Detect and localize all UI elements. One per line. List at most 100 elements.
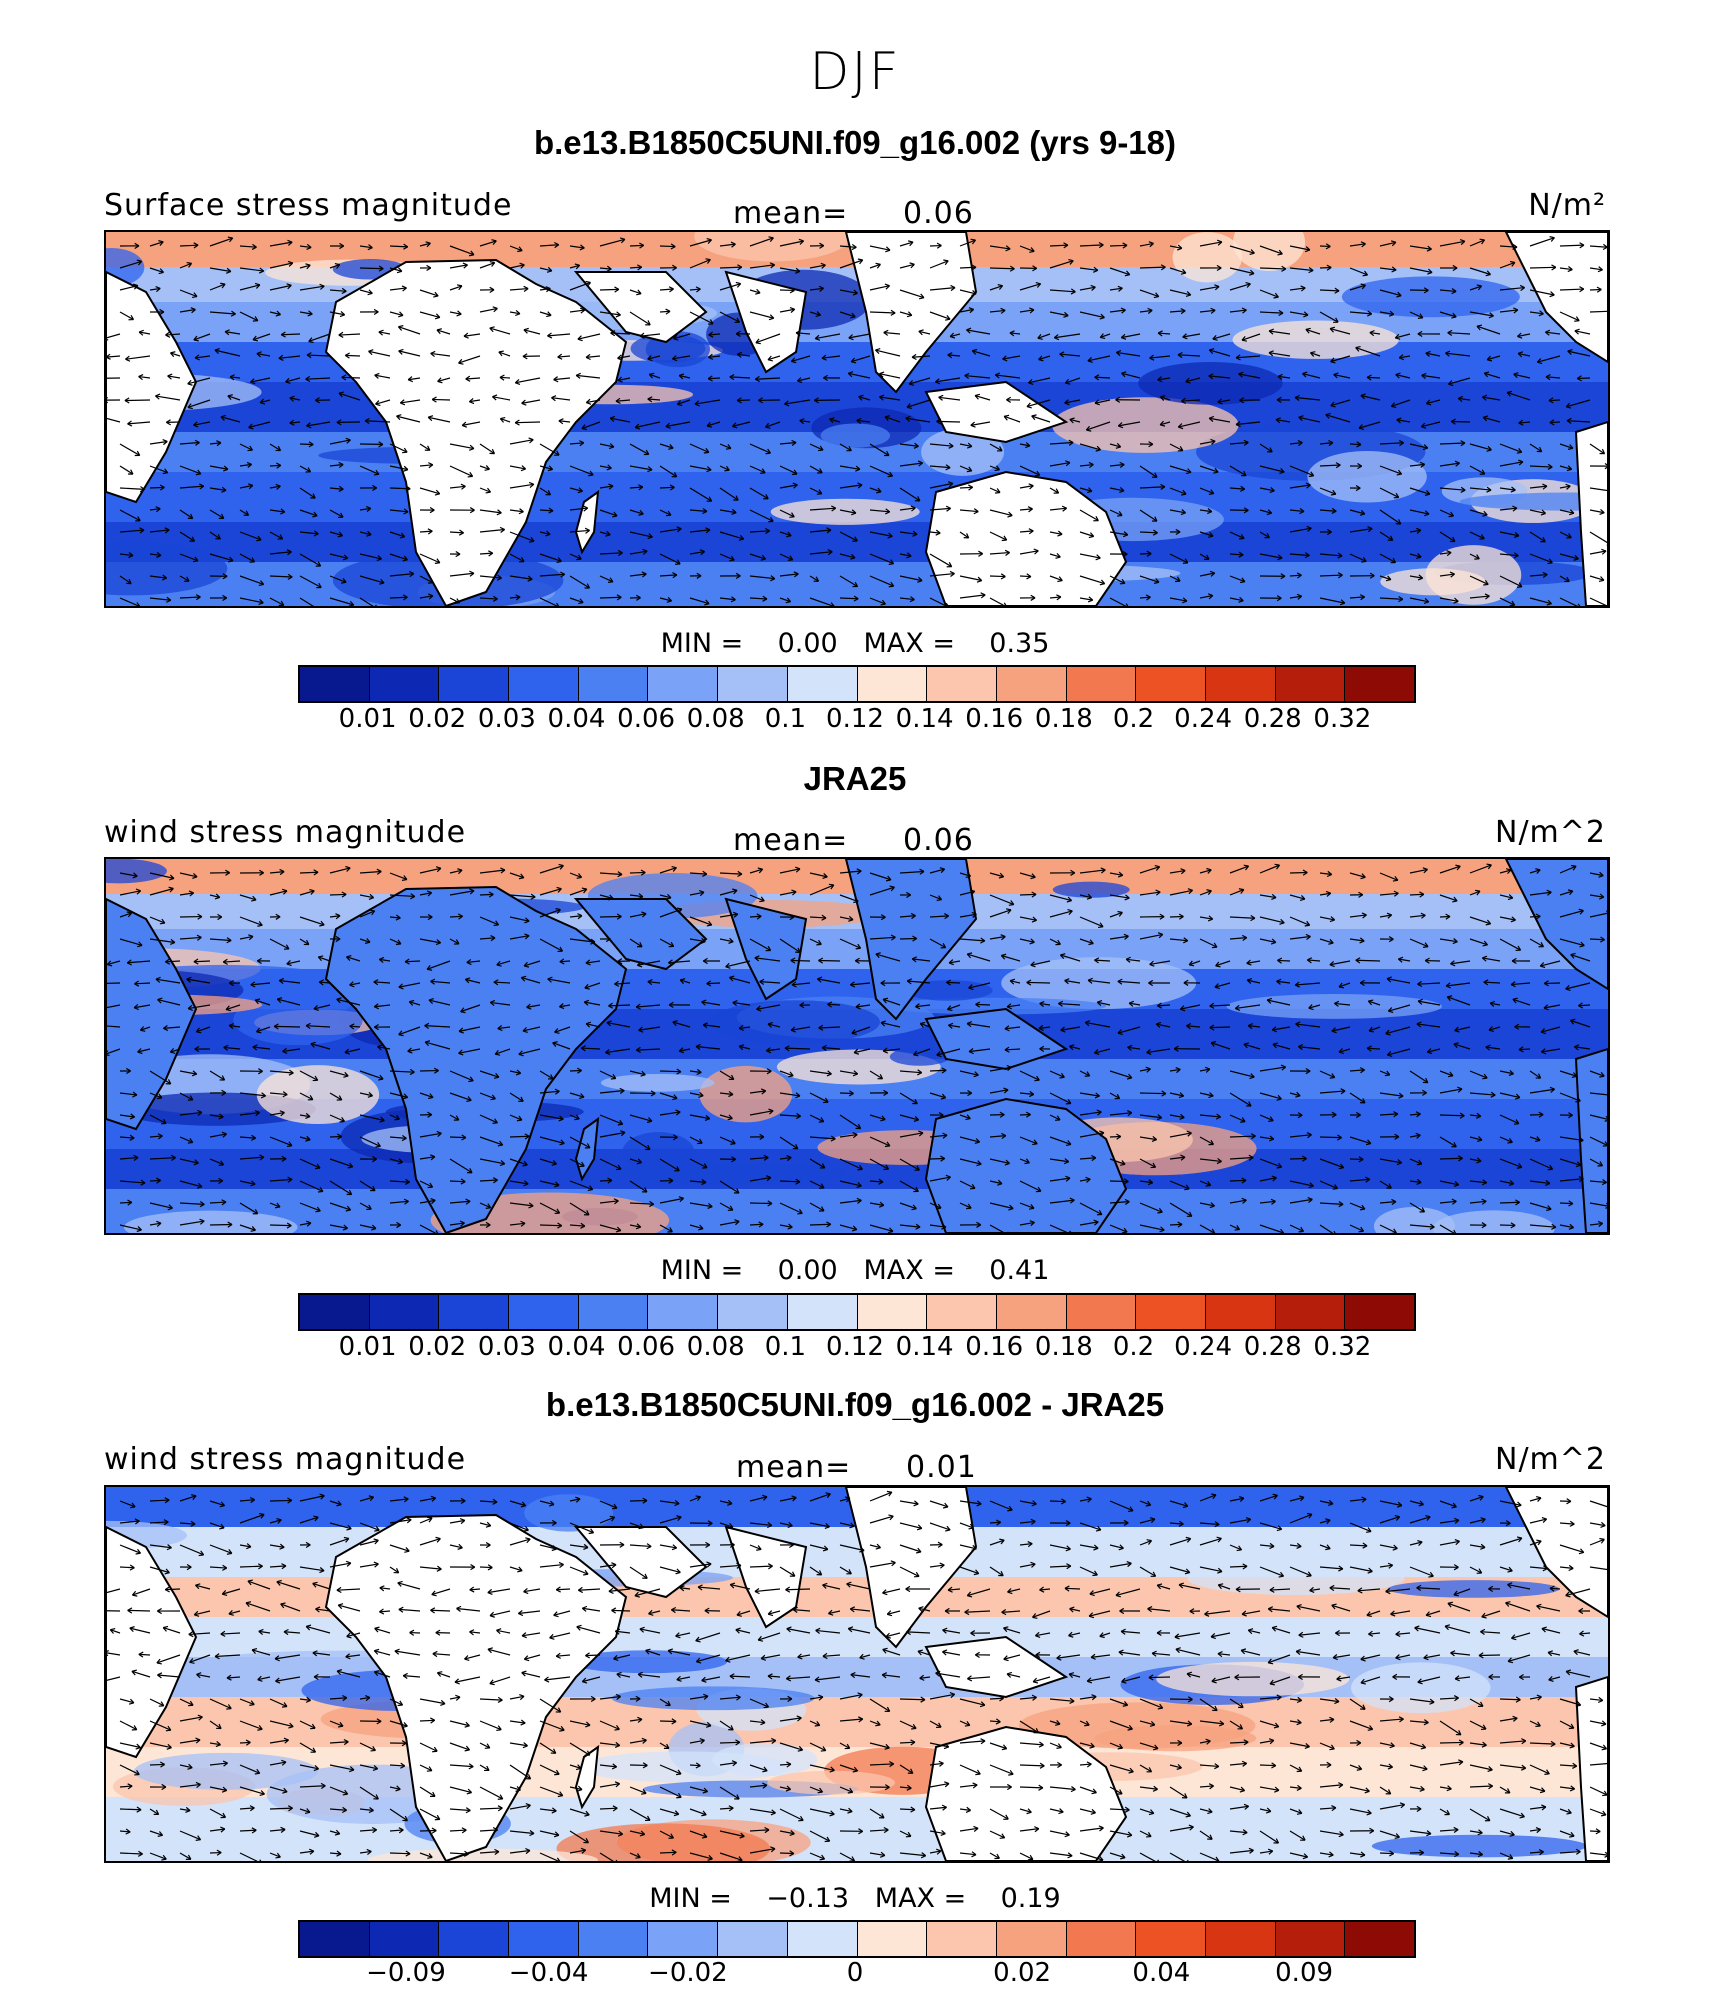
stress-vector-head: [1360, 1678, 1366, 1685]
stress-vector-head: [1331, 1027, 1337, 1034]
stress-vector-head: [226, 1704, 232, 1710]
stress-vector: [1566, 420, 1591, 423]
stress-vector-head: [1390, 240, 1397, 247]
stress-vector-head: [1416, 1584, 1422, 1592]
stress-vector-head: [525, 1537, 531, 1544]
stress-vector: [138, 1653, 151, 1656]
stress-vector-head: [245, 1601, 252, 1608]
stress-vector: [1482, 957, 1501, 962]
stress-vector-head: [1355, 484, 1361, 492]
stress-vector-head: [636, 264, 643, 271]
stress-vector: [639, 1628, 661, 1634]
stress-vector: [659, 1698, 671, 1707]
stress-vector-head: [453, 1115, 460, 1121]
stress-vector: [582, 1607, 601, 1612]
stress-vector-head: [975, 1001, 981, 1008]
stress-vector-head: [1568, 509, 1575, 516]
stress-vector-head: [1115, 349, 1122, 357]
stress-vector-head: [789, 1571, 796, 1577]
min-value: 0.00: [777, 628, 838, 659]
stress-vector-head: [670, 243, 676, 250]
stress-vector-head: [520, 1501, 527, 1508]
stress-vector-head: [193, 958, 199, 965]
coastline: [1504, 859, 1608, 991]
stress-vector-head: [1063, 311, 1069, 318]
stress-vector: [509, 287, 529, 291]
stress-vector-head: [403, 508, 409, 515]
stress-vector-head: [1007, 1505, 1013, 1512]
stress-vector: [1229, 597, 1244, 602]
stress-vector: [1079, 1092, 1100, 1097]
stress-vector: [458, 1048, 481, 1054]
colorbar-box: [787, 1295, 858, 1329]
stress-vector-head: [372, 484, 378, 492]
stress-vector-head: [1028, 483, 1034, 490]
stress-vector: [680, 979, 691, 984]
stress-vector: [1109, 1720, 1133, 1730]
stress-vector: [319, 981, 331, 984]
stress-vector-head: [1054, 1115, 1061, 1121]
stress-vector: [1109, 911, 1123, 918]
stress-vector-head: [737, 870, 743, 878]
stress-vector-head: [1151, 516, 1158, 522]
stress-vector-head: [169, 1048, 176, 1054]
stress-vector-head: [969, 889, 976, 896]
stress-vector: [1559, 1178, 1584, 1182]
stress-vector-head: [966, 466, 973, 473]
stress-vector-head: [1417, 998, 1423, 1005]
stress-vector: [1439, 1500, 1457, 1508]
stress-vector-head: [1064, 399, 1070, 406]
stress-vector-head: [427, 1182, 434, 1189]
stress-vector: [749, 530, 770, 533]
stress-vector-head: [1384, 1070, 1391, 1077]
stress-vector: [1409, 1134, 1421, 1138]
stress-vector-head: [127, 1199, 133, 1206]
stress-vector: [1409, 267, 1433, 274]
stress-vector-head: [526, 1003, 532, 1010]
stress-vector-head: [424, 1040, 431, 1047]
stress-vector-head: [1356, 1739, 1362, 1747]
stress-vector: [809, 1092, 829, 1103]
stress-vector-head: [259, 1154, 265, 1161]
stress-vector: [1109, 575, 1126, 584]
stress-vector: [1589, 288, 1602, 291]
stress-vector-head: [1536, 358, 1543, 365]
stress-vector-head: [516, 1115, 523, 1122]
stress-vector-head: [1277, 249, 1283, 256]
stress-vector-head: [856, 1182, 862, 1189]
stress-vector-head: [913, 1500, 919, 1507]
stress-vector: [449, 1544, 463, 1549]
stress-vector: [329, 1562, 351, 1568]
stress-vector: [1476, 325, 1501, 335]
stress-vector: [389, 553, 408, 561]
stress-vector: [1379, 892, 1399, 896]
stress-vector-head: [455, 551, 461, 558]
stress-vector-head: [468, 397, 475, 405]
stress-vector-head: [1127, 1110, 1133, 1117]
stress-vector-head: [1120, 1628, 1126, 1635]
stress-vector: [1199, 890, 1212, 896]
stress-vector-head: [364, 938, 371, 944]
stress-vector-head: [1266, 997, 1273, 1004]
stress-vector-head: [1505, 1520, 1511, 1527]
stress-vector-head: [523, 285, 529, 292]
stress-vector-head: [1208, 1139, 1215, 1146]
stress-vector-head: [831, 505, 837, 512]
stress-vector-head: [1239, 1495, 1245, 1503]
stress-vector-head: [1479, 469, 1486, 475]
stress-vector: [1499, 916, 1516, 921]
stress-vector-head: [1488, 1673, 1494, 1681]
stress-vector: [1499, 1537, 1523, 1546]
stress-vector-head: [1512, 243, 1518, 250]
stress-vector: [659, 509, 672, 516]
stress-vector: [299, 1092, 314, 1101]
stress-vector: [149, 287, 161, 291]
stress-vector-head: [852, 1132, 858, 1139]
stress-vector: [374, 1004, 391, 1008]
stress-vector: [1469, 1518, 1486, 1524]
mean-label: mean=: [733, 196, 849, 231]
stress-vector-head: [665, 422, 671, 429]
stress-vector-head: [1325, 1518, 1331, 1525]
stress-vector: [1019, 508, 1033, 511]
stress-vector: [449, 1200, 471, 1204]
